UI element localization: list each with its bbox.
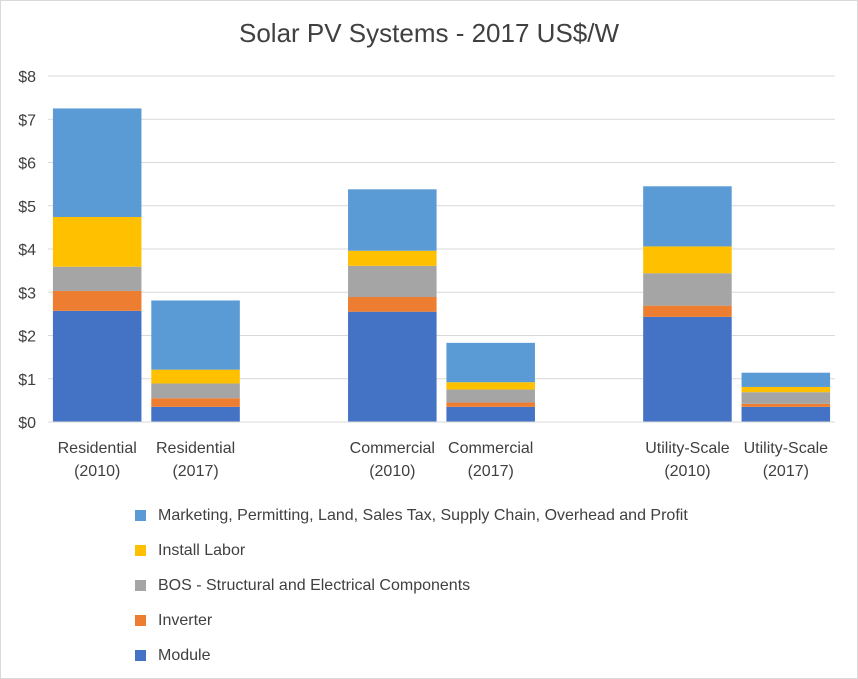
legend-entry: Inverter	[135, 603, 688, 638]
x-axis-category-labels: Residential (2010) Residential (2017) Commer…	[58, 440, 829, 480]
legend-label: BOS - Structural and Electrical Componen…	[158, 576, 471, 594]
bar-segment	[151, 383, 240, 399]
legend-entry: Install Labor	[135, 533, 688, 568]
x-category-label: (2017)	[468, 463, 514, 480]
x-category-label: (2010)	[74, 463, 120, 480]
legend-label: Inverter	[158, 611, 213, 629]
y-tick-label: $1	[18, 372, 36, 389]
x-category-label: (2010)	[369, 463, 415, 480]
y-tick-label: $7	[18, 112, 36, 129]
bar-segment	[446, 406, 535, 422]
bar-segment	[446, 342, 535, 383]
bar-segment	[52, 266, 142, 291]
legend-label: Module	[158, 646, 211, 664]
x-category-label: Utility-Scale	[645, 440, 730, 457]
bar-segment	[446, 382, 535, 390]
bar-segment	[643, 305, 732, 317]
legend-swatch	[135, 615, 146, 626]
y-tick-label: $0	[18, 415, 36, 432]
bar-segment	[348, 311, 437, 422]
y-tick-label: $8	[18, 69, 36, 86]
bar-segment	[151, 406, 240, 422]
y-tick-label: $6	[18, 156, 36, 173]
bar-segment	[741, 372, 831, 387]
legend-label: Install Labor	[158, 541, 246, 559]
bar-segment	[52, 216, 142, 267]
legend-swatch	[135, 580, 146, 591]
bar-segment	[151, 398, 240, 407]
legend-swatch	[135, 650, 146, 661]
bar-segment	[643, 246, 732, 274]
legend-swatch	[135, 545, 146, 556]
legend-entry: Module	[135, 638, 688, 673]
y-tick-label: $5	[18, 199, 36, 216]
x-category-label: Residential	[58, 440, 137, 457]
legend-entry: Marketing, Permitting, Land, Sales Tax, …	[135, 498, 688, 533]
x-category-label: (2017)	[763, 463, 809, 480]
bar-segment	[741, 406, 831, 422]
bar-segment	[741, 392, 831, 404]
bar-segment	[446, 402, 535, 407]
x-category-label: Commercial	[350, 440, 435, 457]
bar-segment	[643, 186, 732, 247]
x-category-label: (2017)	[172, 463, 218, 480]
legend: Marketing, Permitting, Land, Sales Tax, …	[135, 498, 688, 673]
bar-segment	[643, 273, 732, 306]
x-category-label: Residential	[156, 440, 235, 457]
bar-segment	[348, 297, 437, 312]
legend-label: Marketing, Permitting, Land, Sales Tax, …	[158, 506, 688, 524]
bar-segment	[52, 290, 142, 311]
y-tick-label: $2	[18, 329, 36, 346]
bar-segment	[643, 316, 732, 422]
bars	[52, 108, 831, 422]
bar-segment	[741, 386, 831, 393]
bar-segment	[151, 300, 240, 370]
bar-segment	[348, 189, 437, 251]
bar-segment	[446, 389, 535, 403]
y-tick-label: $3	[18, 285, 36, 302]
bar-segment	[348, 265, 437, 298]
x-category-label: Utility-Scale	[744, 440, 829, 457]
x-category-label: (2010)	[664, 463, 710, 480]
legend-swatch	[135, 510, 146, 521]
x-category-label: Commercial	[448, 440, 533, 457]
y-axis-tick-labels: $0 $1 $2 $3 $4 $5 $6 $7 $8	[18, 69, 36, 432]
legend-entry: BOS - Structural and Electrical Componen…	[135, 568, 688, 603]
y-tick-label: $4	[18, 242, 36, 259]
bar-segment	[151, 369, 240, 384]
bar-segment	[52, 108, 142, 217]
chart-title: Solar PV Systems - 2017 US$/W	[238, 18, 620, 48]
bar-segment	[741, 403, 831, 407]
bar-segment	[348, 250, 437, 266]
bar-segment	[52, 310, 142, 422]
